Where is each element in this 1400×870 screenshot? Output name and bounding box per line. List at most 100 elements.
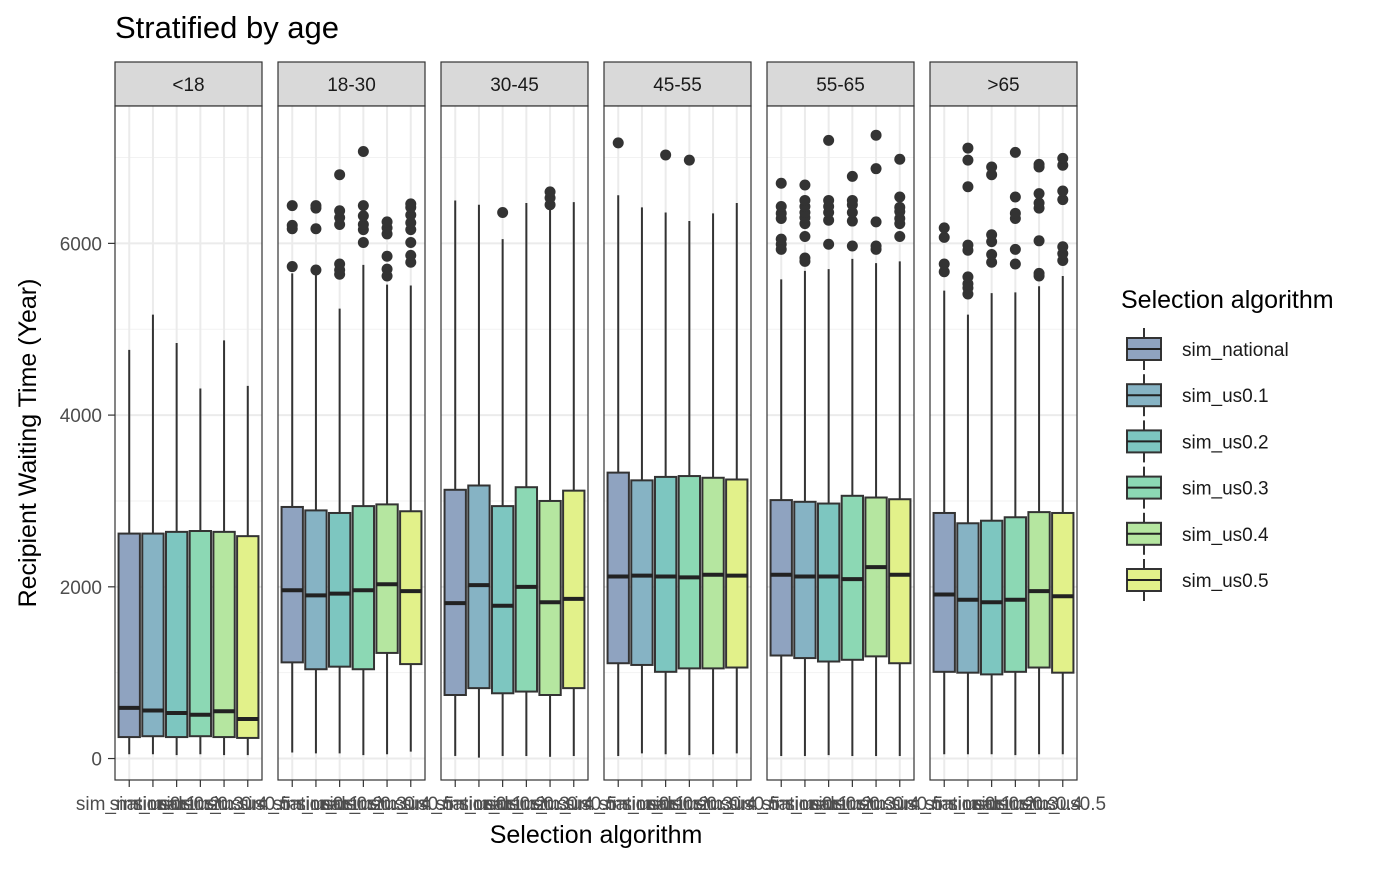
facet-strip-label: 55-65 <box>816 75 865 96</box>
x-tick-label: sim_us0.4 <box>833 794 920 815</box>
facet-panel-bg <box>930 106 1077 780</box>
x-tick-label: sim_national <box>402 794 509 815</box>
x-tick-label: sim_us0.2 <box>622 794 709 815</box>
outlier-point <box>823 194 835 206</box>
box-sim_us0.2 <box>653 475 678 673</box>
outlier-point <box>846 194 858 206</box>
outlier-point <box>823 134 835 146</box>
outlier-point <box>683 154 695 166</box>
box-sim_national <box>932 511 956 673</box>
chart-title: Stratified by age <box>115 10 339 45</box>
outlier-point <box>1033 267 1045 279</box>
y-tick-label: 4000 <box>60 406 102 427</box>
outlier-point <box>775 233 787 245</box>
outlier-point <box>1033 158 1045 170</box>
box-sim_national <box>769 499 793 657</box>
x-tick-label: sim_us0.2 <box>459 794 546 815</box>
outlier-point <box>870 163 882 175</box>
x-tick-label: sim_us0.4 <box>507 794 594 815</box>
legend-entry-label: sim_us0.3 <box>1182 479 1269 500</box>
box-sim_us0.5 <box>1051 511 1075 674</box>
x-tick-label: sim_us0.4 <box>344 794 431 815</box>
box-sim_us0.3 <box>514 486 539 693</box>
x-tick-label: sim_national <box>565 794 672 815</box>
outlier-point <box>938 222 950 234</box>
facet-strip-label: 18-30 <box>327 75 376 96</box>
x-tick-label: sim_us0.4 <box>996 794 1083 815</box>
outlier-point <box>286 261 298 273</box>
outlier-point <box>334 205 346 217</box>
x-tick-label: sim_us0.2 <box>133 794 220 815</box>
outlier-point <box>1009 146 1021 158</box>
outlier-point <box>986 229 998 241</box>
outlier-point <box>544 186 556 198</box>
outlier-point <box>870 240 882 252</box>
outlier-point <box>775 177 787 189</box>
y-tick-label: 2000 <box>60 578 102 599</box>
x-tick-label: sim_national <box>239 794 346 815</box>
outlier-point <box>962 142 974 154</box>
facet-strip <box>440 61 589 107</box>
y-axis-label: Recipient Waiting Time (Year) <box>14 279 42 608</box>
facet-panel-border <box>929 105 1078 781</box>
outlier-point <box>405 237 417 249</box>
box-sim_us0.3 <box>188 530 213 738</box>
y-tick-label: 0 <box>91 750 102 771</box>
outlier-point <box>799 231 811 243</box>
x-tick-label: sim_us0.5 <box>204 794 291 815</box>
box-sim_us0.5 <box>399 510 423 666</box>
outlier-point <box>846 206 858 218</box>
x-tick-label: sim_us0.5 <box>693 794 780 815</box>
outlier-point <box>381 250 393 262</box>
outlier-point <box>286 200 298 212</box>
outlier-point <box>894 231 906 243</box>
x-tick-label: sim_us0.3 <box>320 794 407 815</box>
outlier-point <box>799 252 811 264</box>
box-sim_us0.3 <box>1003 516 1028 673</box>
box-sim_us0.1 <box>630 479 654 666</box>
outlier-point <box>310 200 322 212</box>
facet-panel-border <box>766 105 915 781</box>
box-sim_us0.1 <box>304 509 328 671</box>
outlier-point <box>846 170 858 182</box>
outlier-point <box>986 256 998 268</box>
legend-entry-label: sim_us0.2 <box>1182 432 1269 453</box>
x-tick-label: sim_us0.3 <box>157 794 244 815</box>
outlier-point <box>1033 197 1045 209</box>
box-sim_us0.2 <box>164 530 189 739</box>
box-sim_us0.3 <box>351 505 376 671</box>
outlier-point <box>357 146 369 158</box>
box-sim_us0.3 <box>677 475 702 670</box>
outlier-point <box>357 200 369 212</box>
box-sim_us0.5 <box>562 489 586 690</box>
outlier-point <box>334 169 346 181</box>
facet-panel-border <box>114 105 263 781</box>
box-sim_us0.4 <box>375 503 399 654</box>
outlier-point <box>962 271 974 283</box>
outlier-point <box>497 206 509 218</box>
box-sim_us0.4 <box>864 496 888 658</box>
box-sim_us0.4 <box>212 530 236 739</box>
outlier-point <box>846 240 858 252</box>
outlier-point <box>894 153 906 165</box>
outlier-point <box>310 223 322 235</box>
x-tick-label: sim_us0.1 <box>599 794 686 815</box>
facet-strip <box>277 61 426 107</box>
outlier-point <box>612 137 624 149</box>
box-sim_us0.5 <box>725 478 749 669</box>
facet-strip-label: 45-55 <box>653 75 702 96</box>
facet-strip <box>766 61 915 107</box>
x-tick-label: sim_us0.1 <box>273 794 360 815</box>
outlier-point <box>775 200 787 212</box>
outlier-point <box>870 216 882 228</box>
box-sim_national <box>443 488 467 696</box>
outlier-point <box>1057 241 1069 253</box>
x-tick-label: sim_us0.5 <box>856 794 943 815</box>
outlier-point <box>1009 258 1021 270</box>
x-tick-label: sim_us0.4 <box>670 794 757 815</box>
outlier-point <box>381 263 393 275</box>
outlier-point <box>962 154 974 166</box>
x-tick-label: sim_national <box>891 794 998 815</box>
box-sim_us0.1 <box>793 500 817 660</box>
legend-entry-label: sim_us0.4 <box>1182 525 1269 546</box>
